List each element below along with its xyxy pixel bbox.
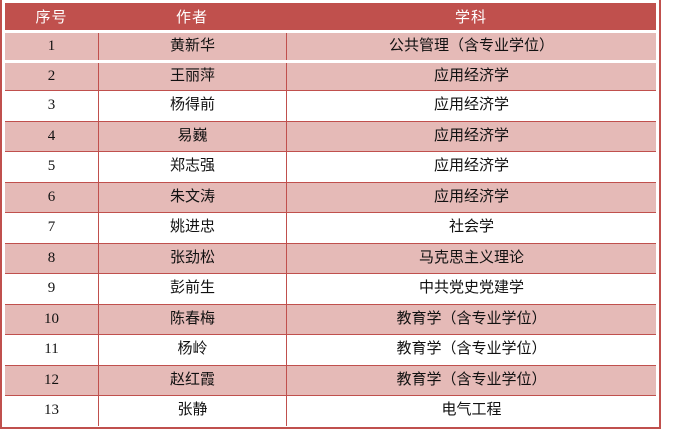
table-row: 1 黄新华 公共管理（含专业学位） — [5, 33, 656, 60]
row-number-cell: 7 — [47, 219, 56, 236]
authors-table: 序号 作者 学科 1 黄新华 公共管理（含专业学位） 2 王丽萍 应用经济学 3… — [0, 0, 661, 429]
table-row: 6 朱文涛 应用经济学 — [5, 181, 656, 212]
row-number-cell: 8 — [47, 249, 56, 266]
table-row: 12 赵红霞 教育学（含专业学位） — [5, 364, 656, 395]
row-number-cell: 13 — [44, 402, 59, 419]
author-cell: 朱文涛 — [98, 182, 286, 212]
author-cell: 陈春梅 — [98, 304, 286, 334]
table-row: 11 杨岭 教育学（含专业学位） — [5, 334, 656, 365]
table-row: 9 彭前生 中共党史党建学 — [5, 273, 656, 304]
row-number-cell: 9 — [47, 280, 56, 297]
author-cell: 姚进忠 — [98, 213, 286, 243]
table-row: 13 张静 电气工程 — [5, 395, 656, 426]
subject-cell: 应用经济学 — [286, 182, 656, 212]
table-row: 2 王丽萍 应用经济学 — [5, 63, 656, 90]
header-cell-number: 序号 — [35, 10, 68, 26]
row-number-cell: 6 — [47, 188, 56, 205]
subject-cell: 教育学（含专业学位） — [286, 365, 656, 395]
author-cell: 彭前生 — [98, 274, 286, 304]
header-cell-subject: 学科 — [454, 10, 487, 26]
header-cell-author: 作者 — [175, 10, 208, 26]
table-row: 4 易巍 应用经济学 — [5, 120, 656, 151]
author-cell: 张劲松 — [98, 243, 286, 273]
table-row: 10 陈春梅 教育学（含专业学位） — [5, 303, 656, 334]
subject-cell: 教育学（含专业学位） — [286, 304, 656, 334]
subject-cell: 教育学（含专业学位） — [286, 335, 656, 365]
table-row: 8 张劲松 马克思主义理论 — [5, 242, 656, 273]
subject-cell: 马克思主义理论 — [286, 243, 656, 273]
table-header-row: 序号 作者 学科 — [5, 3, 656, 30]
subject-cell: 应用经济学 — [286, 152, 656, 182]
row-number-cell: 2 — [47, 68, 56, 84]
subject-cell: 中共党史党建学 — [286, 274, 656, 304]
author-cell: 黄新华 — [98, 33, 286, 60]
subject-cell: 公共管理（含专业学位） — [286, 33, 656, 60]
subject-cell: 应用经济学 — [286, 91, 656, 121]
table-row: 7 姚进忠 社会学 — [5, 212, 656, 243]
subject-cell: 应用经济学 — [286, 121, 656, 151]
author-cell: 易巍 — [98, 121, 286, 151]
table-row: 5 郑志强 应用经济学 — [5, 151, 656, 182]
author-cell: 郑志强 — [98, 152, 286, 182]
row-number-cell: 3 — [47, 97, 56, 114]
subject-cell: 社会学 — [286, 213, 656, 243]
row-number-cell: 10 — [44, 310, 59, 327]
row-number-cell: 1 — [47, 38, 56, 54]
author-cell: 杨得前 — [98, 91, 286, 121]
row-number-cell: 11 — [44, 341, 59, 358]
row-number-cell: 5 — [47, 158, 56, 175]
table-row: 3 杨得前 应用经济学 — [5, 90, 656, 121]
author-cell: 赵红霞 — [98, 365, 286, 395]
subject-cell: 应用经济学 — [286, 63, 656, 90]
author-cell: 王丽萍 — [98, 63, 286, 90]
author-cell: 杨岭 — [98, 335, 286, 365]
row-number-cell: 4 — [47, 127, 56, 144]
author-cell: 张静 — [98, 396, 286, 426]
row-number-cell: 12 — [44, 371, 59, 388]
subject-cell: 电气工程 — [286, 396, 656, 426]
